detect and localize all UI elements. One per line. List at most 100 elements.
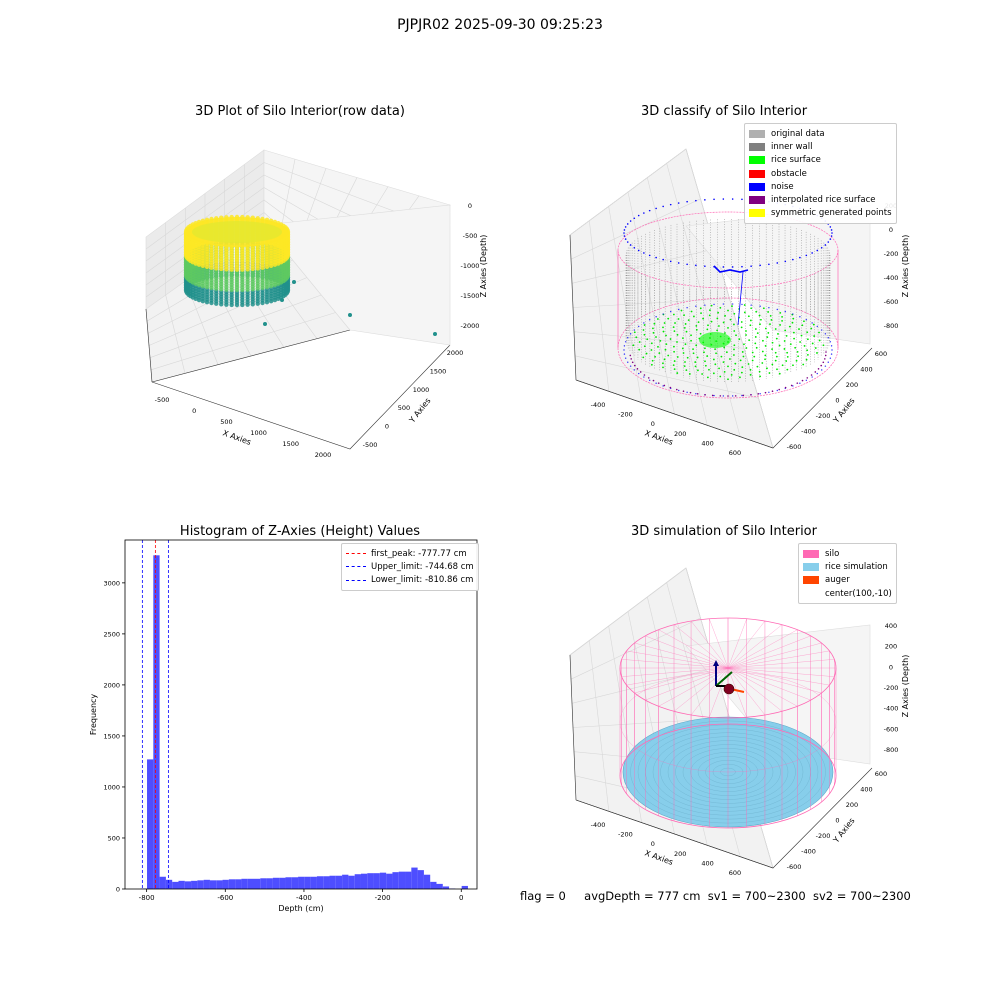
cls-noise-point	[695, 199, 697, 202]
cls-rice-point	[682, 337, 684, 340]
cls-rice-point	[764, 327, 767, 330]
cls-rice-point	[810, 327, 813, 330]
cls-rice-point	[653, 322, 656, 325]
cls-noise-point	[623, 229, 626, 231]
sim-silo-spoke	[645, 635, 729, 669]
sim-3d-plot: -400-2000200400600-600-400-2000200400600…	[569, 567, 910, 877]
cls-rice-point	[774, 328, 777, 330]
cls-interp-point	[682, 390, 685, 393]
cls-noise-point	[792, 385, 794, 387]
sim-y-tick-label: -400	[801, 848, 816, 856]
cls-noise-point	[768, 263, 770, 266]
cls-rice-point	[743, 311, 746, 314]
cls-noise-point	[768, 391, 770, 393]
raw-y-tick-label: 1500	[430, 367, 447, 375]
sim-z-tick-label: 400	[885, 622, 897, 630]
raw-outlier-point	[348, 313, 352, 317]
cls-rice-point	[759, 323, 761, 326]
cls-noise-point	[629, 244, 632, 246]
classify-3d-plot: -400-2000200400600-600-400-2000200400600…	[569, 148, 910, 457]
cls-rice-point	[712, 358, 715, 361]
cls-noise-point	[741, 198, 743, 201]
cls-rice-point	[655, 336, 657, 338]
cls-x-tick-label: 400	[701, 439, 713, 447]
raw-z-tick-label: -1500	[461, 292, 480, 300]
cls-rice-point	[749, 368, 752, 371]
cls-noise-point	[695, 305, 697, 307]
cls-rice-point	[733, 312, 736, 315]
cls-rice-point	[638, 348, 641, 351]
cls-interp-point	[734, 395, 737, 397]
pane	[263, 204, 451, 346]
cls-rice-point	[798, 328, 800, 330]
cls-rice-point	[672, 313, 675, 316]
sim-silo-spoke	[727, 667, 830, 686]
cls-rice-point	[758, 314, 761, 317]
cls-rice-point	[723, 346, 726, 349]
cls-rice-point	[646, 338, 649, 341]
cls-interp-point	[810, 374, 813, 376]
cls-rice-point	[802, 363, 805, 366]
raw-y-axis-label: Y Axies	[407, 396, 433, 425]
sim-silo-spoke	[727, 642, 822, 669]
cls-rice-point	[658, 352, 661, 354]
cls-noise-point	[623, 232, 625, 234]
raw-z-tick-label: 0	[468, 202, 472, 210]
cls-rice-point	[651, 359, 654, 362]
cls-rice-point	[803, 345, 806, 347]
raw-top-inner	[192, 221, 282, 243]
cls-rice-point	[796, 350, 799, 353]
cls-rice-point	[740, 371, 743, 374]
cls-rice-point	[769, 314, 772, 317]
legend-swatch	[803, 590, 819, 598]
cls-rice-point	[781, 364, 784, 367]
cls-rice-point	[643, 333, 646, 336]
cls-rice-point	[818, 339, 821, 342]
sim-z-tick-label: 0	[889, 663, 893, 671]
sim-silo-spoke	[673, 667, 729, 712]
sim-silo-spoke	[727, 667, 747, 718]
legend-item: auger	[803, 574, 892, 587]
cls-rice-point	[806, 354, 809, 356]
cls-rice-point	[673, 368, 676, 371]
cls-noise-point	[655, 256, 657, 259]
legend-item: original data	[749, 127, 892, 140]
cls-rice-point	[771, 341, 774, 344]
cls-rice-point	[676, 372, 679, 374]
hist-x-axis-label: Depth (cm)	[278, 904, 323, 913]
cls-noise-point	[830, 353, 833, 355]
cls-rice-point	[662, 366, 664, 369]
cls-noise-point	[792, 258, 794, 261]
cls-x-tick-label: 200	[674, 430, 686, 438]
cls-rice-point	[673, 330, 676, 333]
cls-rice-point	[676, 333, 679, 336]
cls-rice-point	[650, 342, 653, 345]
hist-y-axis-label: Frequency	[89, 694, 98, 736]
cls-rice-point	[768, 372, 771, 374]
cls-noise-point	[648, 209, 651, 212]
cls-rice-point	[674, 322, 676, 324]
cls-rice-point	[735, 334, 737, 337]
cls-rice-point	[672, 364, 675, 367]
hist-x-tick-label: -600	[217, 894, 233, 902]
gridline	[569, 148, 687, 236]
cls-x-tick-label: -400	[591, 401, 606, 409]
cls-noise-point	[816, 249, 819, 252]
cls-noise-point	[677, 262, 680, 264]
hist-y-tick-label: 3000	[103, 579, 120, 587]
sim-silo-spoke	[727, 667, 783, 712]
cls-noise-point	[713, 198, 715, 201]
cls-noise-point	[799, 256, 801, 259]
hist-bar	[191, 880, 198, 889]
cls-interp-point	[669, 386, 672, 389]
cls-rice-point	[741, 366, 744, 369]
cls-rice-point	[682, 352, 685, 354]
cls-rice-point	[740, 326, 743, 329]
legend-swatch	[803, 576, 819, 585]
cls-rice-point	[822, 344, 825, 347]
cls-noise-point	[623, 235, 626, 237]
cls-noise-point	[633, 329, 635, 331]
cls-rice-point	[818, 331, 820, 334]
sim-z-tick-label: -200	[884, 684, 899, 692]
hist-bar	[272, 877, 280, 889]
